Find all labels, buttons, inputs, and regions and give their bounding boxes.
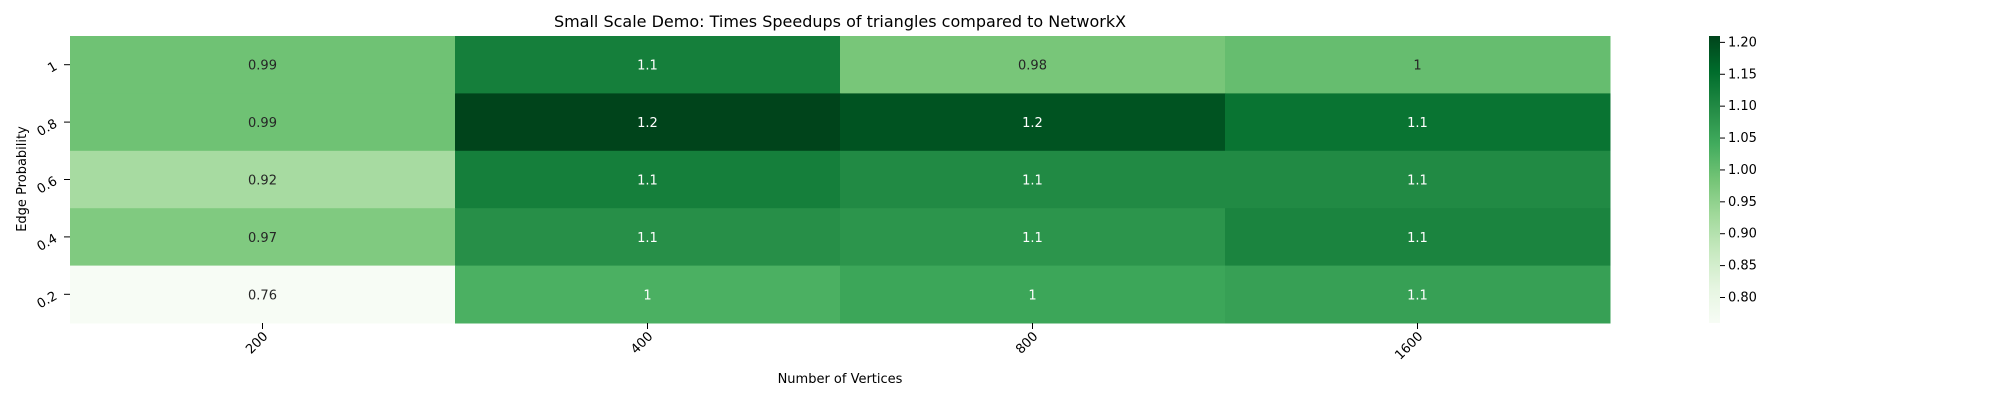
colorbar-tick-label: 1.00 [1728,163,1757,178]
chart-title: Small Scale Demo: Times Speedups of tria… [554,12,1126,31]
y-tick-label: 1 [45,59,60,76]
colorbar-tick-label: 1.05 [1728,131,1757,146]
y-axis-ticks: 1 0.8 0.6 0.4 0.2 [35,59,70,312]
heatmap-cell [455,265,841,324]
heatmap-cell [70,208,456,267]
heatmap-cell [70,265,456,324]
heatmap-cell [1225,36,1611,94]
heatmap-cell [70,36,456,94]
x-tick-label: 800 [1013,329,1041,357]
y-tick-label: 0.4 [35,231,60,254]
y-tick-label: 0.2 [35,289,60,312]
cell-value-label: 0.76 [248,288,277,303]
cell-value-label: 1.1 [637,231,658,246]
colorbar-tick-label: 1.20 [1728,35,1757,50]
heatmap-cell [70,150,456,209]
colorbar-tick-label: 0.85 [1728,259,1757,274]
x-tick-label: 200 [243,329,271,357]
heatmap-cell [70,93,456,152]
heatmap-cell [455,208,841,267]
colorbar-tick-label: 1.10 [1728,99,1757,114]
y-axis-label: Edge Probability [15,126,30,232]
heatmap-cell [1225,265,1611,324]
heatmap-cell [1225,93,1611,152]
heatmap-cell [455,36,841,94]
cell-value-label: 0.92 [248,174,277,189]
cell-value-label: 0.97 [248,231,277,246]
colorbar-tick-label: 0.95 [1728,195,1757,210]
cell-value-label: 1.1 [1022,231,1043,246]
heatmap-cell [1225,150,1611,209]
heatmap-cell [840,150,1226,209]
cell-value-label: 1.1 [637,59,658,74]
cell-value-label: 1 [1028,288,1036,303]
heatmap-cell [840,36,1226,94]
cell-value-label: 1.2 [637,116,658,131]
cell-value-label: 0.99 [248,59,277,74]
heatmap-cell [840,93,1226,152]
cell-value-label: 1.1 [1407,231,1428,246]
cell-value-label: 1.1 [1022,174,1043,189]
heatmap-cell [1225,208,1611,267]
x-tick-label: 1600 [1392,329,1426,363]
heatmap-cells: 0.99 1.1 0.98 1 0.99 1.2 1.2 1.1 0.92 1.1 1.1 1.1 0.… [70,36,1611,324]
colorbar-tick-label: 1.15 [1728,67,1757,82]
heatmap-cell [840,208,1226,267]
cell-value-label: 0.98 [1018,59,1047,74]
x-axis-ticks: 200 400 800 1600 [243,323,1426,363]
cell-value-label: 1 [643,288,651,303]
x-tick-label: 400 [628,329,656,357]
cell-value-label: 1.1 [1407,174,1428,189]
cell-value-label: 1.1 [637,174,658,189]
heatmap-cell [455,150,841,209]
cell-value-label: 1.2 [1022,116,1043,131]
cell-value-label: 1.1 [1407,288,1428,303]
heatmap-cell [840,265,1226,324]
y-tick-label: 0.6 [35,174,60,197]
colorbar-gradient [1709,36,1720,323]
cell-value-label: 1.1 [1407,116,1428,131]
cell-value-label: 0.99 [248,116,277,131]
cell-value-label: 1 [1413,59,1421,74]
colorbar-tick-label: 0.80 [1728,290,1757,305]
heatmap-cell [455,93,841,152]
y-tick-label: 0.8 [35,117,60,140]
x-axis-label: Number of Vertices [778,372,903,387]
colorbar: 0.80 0.85 0.90 0.95 1.00 1.05 1.10 1.15 1.20 [1709,35,1757,323]
colorbar-tick-label: 0.90 [1728,227,1757,242]
